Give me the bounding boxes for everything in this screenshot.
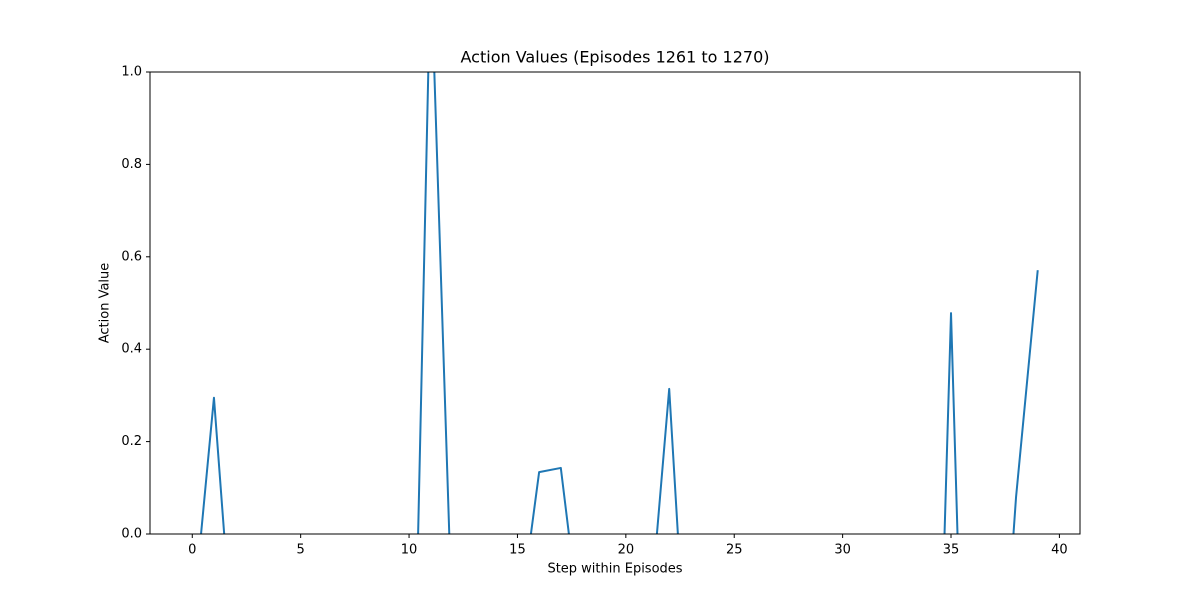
y-tick-label: 1.0 bbox=[121, 65, 142, 80]
x-tick-label: 5 bbox=[297, 543, 305, 558]
x-axis-label: Step within Episodes bbox=[547, 562, 682, 577]
chart-title: Action Values (Episodes 1261 to 1270) bbox=[461, 48, 770, 67]
x-tick-label: 0 bbox=[188, 543, 196, 558]
y-tick-label: 0.0 bbox=[121, 527, 142, 542]
y-tick-label: 0.4 bbox=[121, 342, 142, 357]
y-tick-label: 0.8 bbox=[121, 157, 142, 172]
y-axis-label: Action Value bbox=[98, 263, 113, 344]
x-tick-label: 20 bbox=[618, 543, 635, 558]
x-tick-label: 10 bbox=[401, 543, 418, 558]
x-tick-label: 15 bbox=[509, 543, 526, 558]
x-tick-label: 30 bbox=[834, 543, 851, 558]
y-tick-label: 0.6 bbox=[121, 249, 142, 264]
x-tick-label: 35 bbox=[943, 543, 960, 558]
x-tick-label: 25 bbox=[726, 543, 743, 558]
y-tick-label: 0.2 bbox=[121, 434, 142, 449]
x-tick-label: 40 bbox=[1051, 543, 1068, 558]
plot-frame bbox=[149, 71, 1081, 535]
